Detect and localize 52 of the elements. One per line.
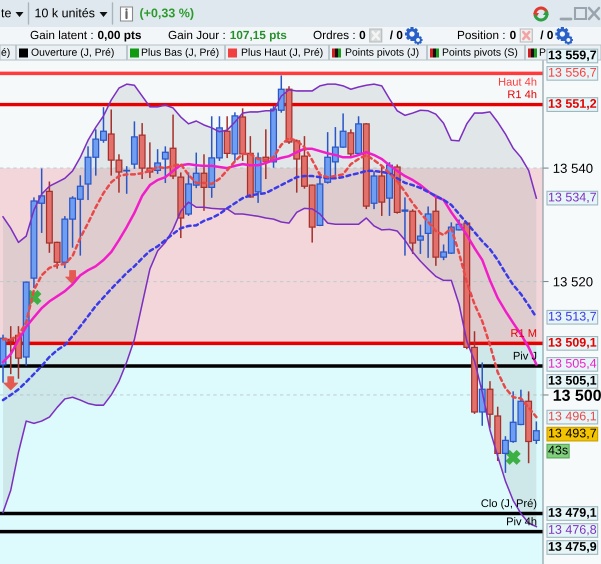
y-tick-label: 13 520 bbox=[554, 277, 593, 286]
text: 13 505,4 bbox=[548, 358, 596, 370]
text: 13 493,7 bbox=[548, 428, 596, 439]
text: te bbox=[1, 9, 11, 18]
candlestick bbox=[532, 421, 540, 444]
text: 13 513,7 bbox=[548, 312, 596, 322]
annotation: é) bbox=[1, 48, 10, 58]
text: 0 bbox=[360, 30, 366, 40]
text: Ordres : bbox=[314, 30, 355, 40]
candlestick bbox=[224, 116, 231, 158]
line-series bbox=[2, 201, 538, 528]
text: 13 475,9 bbox=[548, 542, 596, 553]
text: (+0,33 %) bbox=[140, 8, 194, 20]
text: 0 bbox=[510, 30, 516, 40]
text: 13 505,1 bbox=[548, 376, 596, 387]
annotation: Ouverture (J, Pré) bbox=[31, 48, 114, 58]
line-series bbox=[2, 170, 538, 402]
annotation: Plus Bas (J, Pré) bbox=[142, 48, 218, 58]
y-tick-label: 13 540 bbox=[554, 164, 593, 173]
text: 13 509,1 bbox=[548, 338, 596, 349]
text: 13 476,8 bbox=[548, 525, 596, 536]
text: Position : bbox=[458, 30, 504, 40]
candlestick bbox=[416, 224, 424, 254]
candlestick bbox=[347, 129, 354, 158]
text: 13 496,1 bbox=[548, 412, 596, 422]
text: Gain latent : bbox=[30, 30, 93, 40]
text: / 0 bbox=[540, 30, 553, 40]
text: 43s bbox=[548, 446, 568, 454]
text: 10 k unités bbox=[35, 8, 95, 18]
line-series bbox=[2, 136, 538, 418]
text: 13 559,7 bbox=[548, 50, 596, 62]
candlestick bbox=[123, 166, 130, 194]
ref-line-label: Clo (J, Pré) bbox=[481, 498, 536, 510]
annotation: Points pivots (J) bbox=[346, 48, 418, 58]
text: 13 534,7 bbox=[548, 192, 596, 203]
candlestick bbox=[401, 197, 408, 256]
point bbox=[506, 450, 521, 465]
text: 0,00 pts bbox=[98, 30, 141, 42]
point bbox=[3, 376, 18, 390]
y-tick-label: 13 500 bbox=[554, 390, 601, 401]
text: 13 551,2 bbox=[548, 99, 596, 110]
text: Gain Jour : bbox=[168, 30, 225, 40]
annotation: Points pivots (S) bbox=[442, 48, 518, 58]
annotation: P bbox=[540, 48, 546, 56]
text: / 0 bbox=[390, 30, 402, 40]
annotation: Plus Haut (J, Pré) bbox=[242, 48, 323, 58]
text: 107,15 pts bbox=[230, 30, 286, 42]
ref-line-label: Haut 4h bbox=[499, 78, 536, 86]
text: 13 479,1 bbox=[548, 508, 596, 519]
ref-line-label: R1 4h bbox=[508, 90, 536, 98]
candlestick bbox=[162, 146, 169, 184]
text: 13 556,7 bbox=[548, 68, 596, 78]
